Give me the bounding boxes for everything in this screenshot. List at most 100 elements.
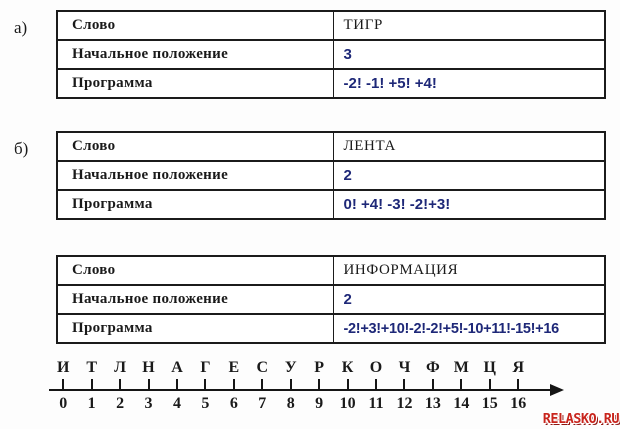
numberline-letter: У <box>284 359 297 376</box>
word-value: ИНФОРМАЦИЯ <box>333 255 605 286</box>
tick-mark-icon <box>346 379 349 389</box>
letter-number-line: И 0 Т 1 Л 2 Н 3 А 4 Г 5 Е 6 С 7 У 8 Р 9 К 10 О 11 Ч 12 Ф 13 М 14 Ц 15 Я 1… <box>49 357 609 417</box>
task-b-label: б) <box>14 139 29 158</box>
numberline-letter: А <box>171 359 183 376</box>
watermark: RELASKO.RU <box>542 411 620 427</box>
program-value: -2!+3!+10!-2!-2!+5!-10+11!-15!+16 <box>333 313 605 344</box>
table-row-program: Программа -2!+3!+10!-2!-2!+5!-10+11!-15!… <box>57 313 605 344</box>
task-a-label: а) <box>14 18 28 37</box>
numberline-number: 3 <box>144 395 153 412</box>
tick-mark-icon <box>403 379 406 389</box>
start-position-value: 2 <box>333 160 605 191</box>
numberline-letter: Л <box>114 359 127 376</box>
program-value: 0! +4! -3! -2!+3! <box>333 189 605 220</box>
tick-mark-icon <box>318 379 321 389</box>
numberline-letter: Г <box>200 359 211 376</box>
numberline-number: 12 <box>396 395 413 412</box>
numberline-number: 14 <box>453 395 470 412</box>
word-value: ЛЕНТА <box>333 131 605 162</box>
table-row-program: Программа -2! -1! +5! +4! <box>57 68 605 99</box>
start-position-value: 2 <box>333 284 605 315</box>
arrow-right-icon <box>550 384 564 396</box>
row-label-word: Слово <box>57 131 334 162</box>
row-label-start-position: Начальное положение <box>57 160 334 191</box>
numberline-position: М 14 <box>447 357 475 413</box>
tick-mark-icon <box>119 379 122 389</box>
numberline-letter: Я <box>512 359 524 376</box>
row-label-program: Программа <box>57 68 334 99</box>
numberline-letter: Ц <box>483 359 496 376</box>
tick-mark-icon <box>175 379 178 389</box>
tick-mark-icon <box>488 379 491 389</box>
numberline-number: 8 <box>286 395 295 412</box>
table-row-start-position: Начальное положение 2 <box>57 284 605 315</box>
numberline-letter: О <box>369 359 383 376</box>
table-row-start-position: Начальное положение 3 <box>57 39 605 70</box>
numberline-letter: Е <box>228 359 240 376</box>
numberline-letter: Т <box>86 359 97 376</box>
program-value: -2! -1! +5! +4! <box>333 68 605 99</box>
table-row-start-position: Начальное положение 2 <box>57 160 605 191</box>
numberline-letter: Н <box>142 359 155 376</box>
numberline-number: 7 <box>258 395 267 412</box>
table-row-word: Слово ИНФОРМАЦИЯ <box>57 255 605 286</box>
row-label-start-position: Начальное положение <box>57 284 334 315</box>
numberline-number: 5 <box>201 395 210 412</box>
numberline-number: 2 <box>116 395 125 412</box>
row-label-program: Программа <box>57 189 334 220</box>
axis-line <box>49 389 558 391</box>
row-label-word: Слово <box>57 10 334 41</box>
numberline-number: 13 <box>424 395 441 412</box>
tick-mark-icon <box>232 379 235 389</box>
numberline-number: 11 <box>368 395 384 412</box>
numberline-number: 0 <box>59 395 68 412</box>
numberline-position: К 10 <box>333 357 361 413</box>
numberline-number: 1 <box>87 395 96 412</box>
numberline-position: Ц 15 <box>476 357 504 413</box>
tick-mark-icon <box>460 379 463 389</box>
word-value: ТИГР <box>333 10 605 41</box>
numberline-letter: К <box>341 359 354 376</box>
row-label-program: Программа <box>57 313 334 344</box>
tick-mark-icon <box>147 379 150 389</box>
task-a-table: Слово ТИГР Начальное положение 3 Програм… <box>56 10 606 99</box>
tick-mark-icon <box>62 379 65 389</box>
numberline-cells: И 0 Т 1 Л 2 Н 3 А 4 Г 5 Е 6 С 7 У 8 Р 9 К 10 О 11 Ч 12 Ф 13 М 14 Ц 15 Я 1… <box>49 357 609 413</box>
row-label-word: Слово <box>57 255 334 286</box>
numberline-letter: И <box>56 359 70 376</box>
tick-mark-icon <box>261 379 264 389</box>
table-row-word: Слово ТИГР <box>57 10 605 41</box>
tick-mark-icon <box>90 379 93 389</box>
table-row-program: Программа 0! +4! -3! -2!+3! <box>57 189 605 220</box>
numberline-letter: М <box>453 359 469 376</box>
numberline-letter: С <box>256 359 269 376</box>
task-b-table: Слово ЛЕНТА Начальное положение 2 Програ… <box>56 131 606 220</box>
numberline-letter: Р <box>314 359 325 376</box>
numberline-number: 4 <box>172 395 181 412</box>
numberline-number: 9 <box>315 395 324 412</box>
numberline-number: 15 <box>481 395 498 412</box>
numberline-position: Ф 13 <box>419 357 447 413</box>
numberline-position: Ч 12 <box>390 357 418 413</box>
numberline-number: 16 <box>510 395 527 412</box>
numberline-number: 10 <box>339 395 356 412</box>
numberline-letter: Ч <box>398 359 411 376</box>
numberline-position: Я 16 <box>504 357 532 413</box>
numberline-letter: Ф <box>426 359 440 376</box>
table-row-word: Слово ЛЕНТА <box>57 131 605 162</box>
numberline-number: 6 <box>229 395 238 412</box>
tick-mark-icon <box>289 379 292 389</box>
tick-mark-icon <box>431 379 434 389</box>
tick-mark-icon <box>204 379 207 389</box>
